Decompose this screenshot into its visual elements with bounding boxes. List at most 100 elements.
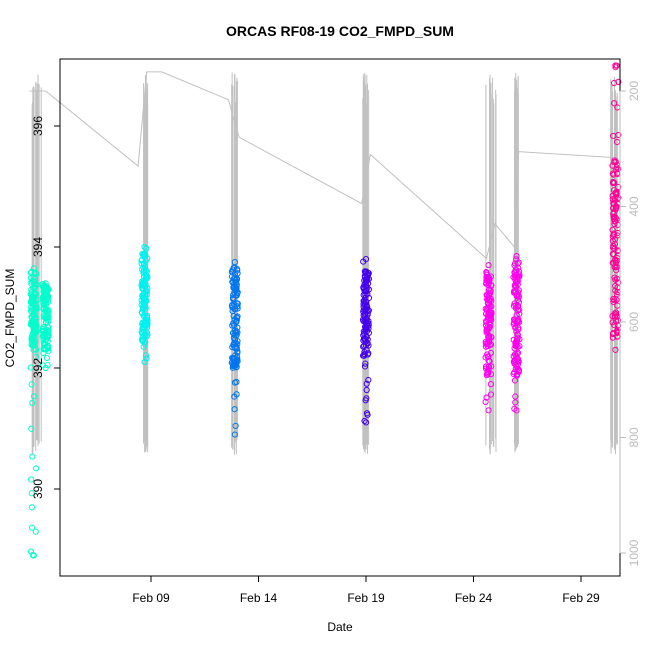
data-point: [362, 360, 369, 367]
data-point: [361, 336, 369, 343]
data-point: [613, 203, 620, 210]
data-point: [512, 340, 519, 347]
data-point: [28, 524, 36, 531]
data-point: [513, 328, 520, 335]
data-point: [512, 399, 519, 406]
data-point: [513, 341, 520, 348]
data-point: [139, 337, 146, 345]
data-point: [611, 297, 618, 304]
data-point: [231, 306, 238, 313]
data-point: [141, 243, 148, 251]
data-point: [364, 276, 371, 283]
data-point: [231, 259, 238, 266]
data-point: [612, 158, 619, 165]
data-point: [362, 326, 370, 333]
data-point: [43, 309, 50, 316]
data-point: [612, 276, 619, 283]
data-point: [230, 292, 237, 299]
data-point: [27, 269, 34, 276]
data-point: [513, 252, 520, 260]
x-tick-label: Feb 29: [562, 591, 600, 605]
data-point: [43, 295, 50, 302]
data-point: [234, 349, 241, 356]
data-point: [139, 322, 146, 329]
data-point: [485, 262, 492, 269]
data-point: [30, 393, 38, 400]
data-point: [362, 397, 369, 404]
altitude-trace-line: [29, 71, 612, 260]
data-point: [28, 313, 35, 320]
data-point: [482, 365, 490, 372]
data-point: [28, 289, 35, 296]
x-tick-label: Feb 09: [132, 591, 170, 605]
data-point: [233, 331, 240, 339]
data-point: [514, 260, 521, 267]
data-point: [361, 350, 368, 358]
data-point: [28, 337, 35, 344]
data-point: [511, 369, 518, 376]
data-point: [28, 425, 35, 432]
y2-axis: 200 400 600 800 1000: [619, 81, 641, 566]
data-points-layer: [27, 62, 622, 559]
data-point: [482, 338, 489, 346]
data-point: [609, 170, 617, 177]
data-point: [39, 325, 47, 333]
data-point: [514, 331, 521, 338]
data-point: [141, 251, 148, 258]
y-tick-label: 396: [31, 116, 45, 136]
data-point: [140, 277, 147, 285]
data-point: [234, 313, 241, 320]
data-point: [233, 345, 240, 352]
data-point: [32, 528, 39, 535]
x-tick-label: Feb 19: [347, 591, 385, 605]
data-point: [143, 245, 150, 252]
data-point: [29, 453, 36, 460]
data-point: [615, 183, 622, 191]
data-point: [485, 353, 492, 360]
data-point: [363, 386, 370, 394]
data-point: [140, 267, 148, 274]
data-point: [40, 288, 47, 295]
data-point: [231, 322, 238, 329]
altitude-trace-layer: [29, 71, 618, 455]
data-point: [610, 132, 617, 140]
data-point: [27, 548, 35, 555]
data-point: [486, 334, 493, 341]
data-point: [483, 292, 491, 299]
data-point: [515, 265, 522, 272]
data-point: [610, 210, 617, 217]
data-point: [514, 318, 521, 325]
x-tick-label: Feb 14: [240, 591, 278, 605]
data-point: [233, 281, 240, 288]
data-point: [233, 285, 240, 292]
data-point: [233, 265, 241, 273]
data-point: [361, 348, 368, 356]
data-point: [231, 379, 239, 386]
data-point: [142, 338, 149, 345]
data-point: [142, 281, 149, 288]
y-tick-label: 390: [31, 479, 45, 499]
data-point: [40, 346, 47, 353]
data-point: [30, 552, 37, 559]
x-axis: Feb 09 Feb 14 Feb 19 Feb 24 Feb 29: [132, 575, 600, 605]
data-point: [143, 273, 151, 280]
data-point: [610, 295, 617, 303]
data-point: [362, 256, 370, 263]
data-point: [28, 381, 35, 388]
data-point: [33, 465, 40, 472]
data-point: [365, 342, 372, 349]
data-point: [362, 419, 370, 426]
data-point: [512, 356, 519, 364]
data-point: [42, 364, 49, 372]
data-point: [31, 314, 38, 322]
data-point: [141, 302, 148, 309]
data-point: [231, 331, 238, 339]
data-point: [611, 100, 618, 107]
data-point: [510, 358, 517, 365]
data-point: [28, 504, 36, 511]
data-point: [229, 355, 236, 362]
data-point: [361, 287, 368, 295]
data-point: [484, 305, 491, 312]
data-point: [139, 281, 147, 288]
